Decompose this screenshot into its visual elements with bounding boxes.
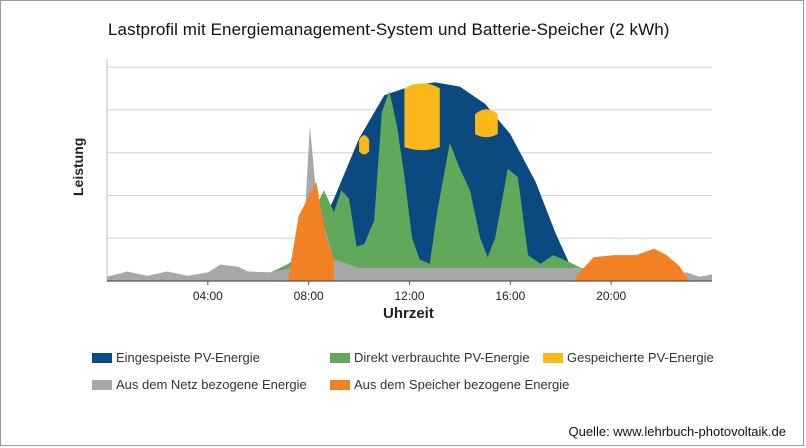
legend-item-speicher: Aus dem Speicher bezogene Energie [330,377,569,392]
series-area-gespeicherte-pv [475,109,498,138]
legend-label: Aus dem Speicher bezogene Energie [354,377,570,392]
legend-item-netz: Aus dem Netz bezogene Energie [92,377,307,392]
source-credit: Quelle: www.lehrbuch-photovoltaik.de [568,424,786,439]
x-axis-label: Uhrzeit [383,305,434,322]
x-tick-label: 12:00 [394,289,424,303]
legend-label: Direkt verbrauchte PV-Energie [354,350,530,365]
x-tick-label: 20:00 [596,289,626,303]
legend-item-eingespeist: Eingespeiste PV-Energie [92,350,260,365]
series-area-direkt-verbraucht [245,90,624,282]
legend-item-direkt: Direkt verbrauchte PV-Energie [330,350,530,365]
series-area-speicherbezug [575,248,690,281]
x-tick-label: 04:00 [193,289,223,303]
legend-swatch [92,379,112,390]
x-ticks: 04:00 08:00 12:00 16:00 20:00 [193,281,627,303]
x-tick-label: 08:00 [294,289,324,303]
series-area-gespeicherte-pv [359,135,370,155]
legend-swatch [92,352,112,363]
legend-swatch [330,352,350,363]
chart-title: Lastprofil mit Energiemanagement-System … [108,20,670,39]
legend-label: Eingespeiste PV-Energie [116,350,260,365]
x-tick-label: 16:00 [495,289,525,303]
legend-swatch [330,379,350,390]
legend-item-gespeichert: Gespeicherte PV-Energie [543,350,714,365]
series-area-gespeicherte-pv [404,83,440,151]
y-axis-label: Leistung [70,137,86,196]
series-area-speicherbezug [288,181,334,281]
series-areas [107,82,712,282]
legend-swatch [543,352,563,363]
legend-label: Aus dem Netz bezogene Energie [116,377,307,392]
legend-label: Gespeicherte PV-Energie [567,350,714,365]
